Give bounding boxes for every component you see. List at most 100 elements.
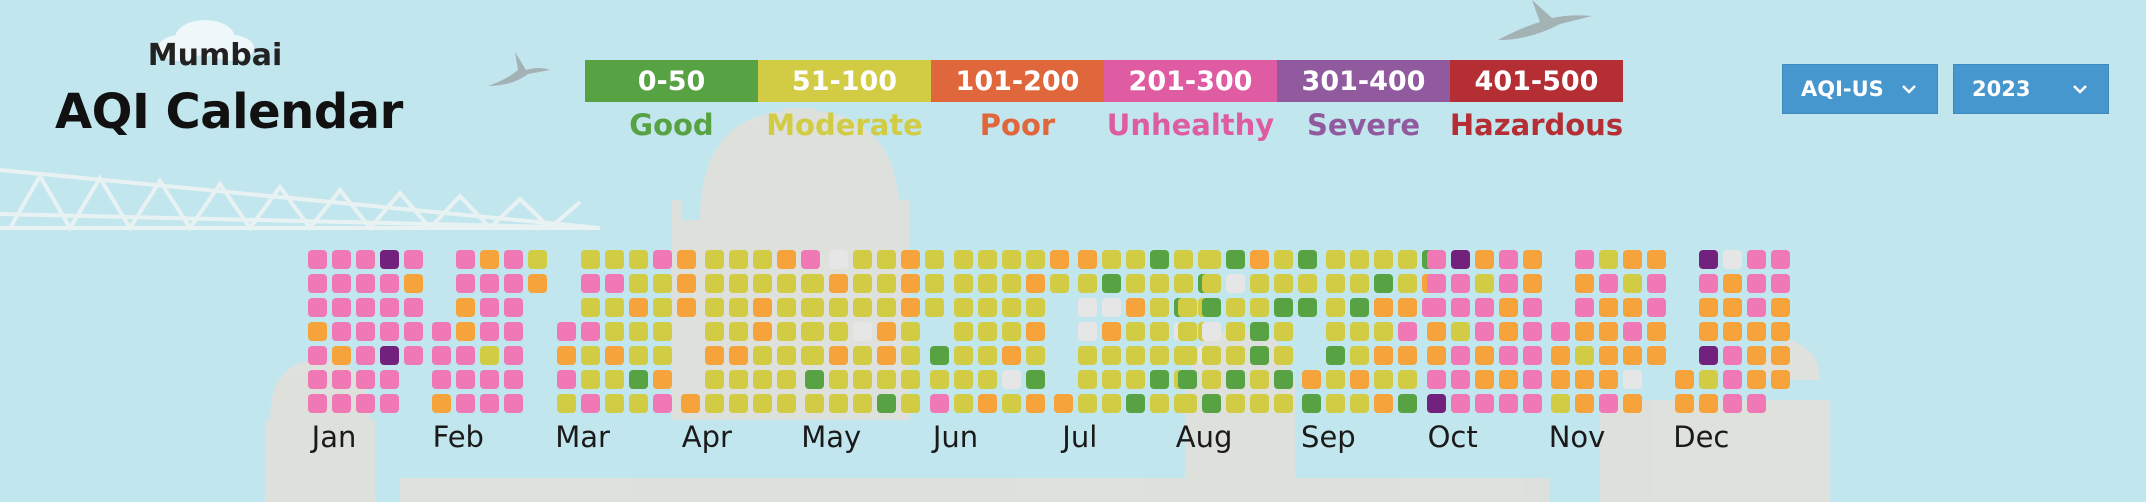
day-cell[interactable] [580, 370, 600, 389]
day-cell[interactable] [1623, 322, 1642, 341]
day-cell[interactable] [877, 250, 897, 269]
day-cell[interactable] [1077, 250, 1097, 269]
day-cell[interactable] [901, 370, 921, 389]
day-cell[interactable] [356, 394, 375, 413]
day-cell[interactable] [1326, 346, 1346, 365]
day-cell[interactable] [432, 346, 452, 365]
day-cell[interactable] [752, 250, 772, 269]
day-cell[interactable] [628, 250, 648, 269]
day-cell[interactable] [776, 370, 796, 389]
day-cell[interactable] [977, 346, 997, 365]
day-cell[interactable] [752, 322, 772, 341]
day-cell[interactable] [1450, 274, 1470, 293]
day-cell[interactable] [1302, 370, 1322, 389]
day-cell[interactable] [1149, 250, 1169, 269]
day-cell[interactable] [829, 322, 849, 341]
day-cell[interactable] [1647, 346, 1666, 365]
day-cell[interactable] [1522, 250, 1542, 269]
day-cell[interactable] [1250, 298, 1270, 317]
day-cell[interactable] [929, 370, 949, 389]
day-cell[interactable] [580, 394, 600, 413]
day-cell[interactable] [805, 370, 825, 389]
day-cell[interactable] [1771, 346, 1791, 365]
day-cell[interactable] [853, 394, 873, 413]
day-cell[interactable] [1723, 274, 1743, 293]
day-cell[interactable] [1498, 346, 1518, 365]
day-cell[interactable] [356, 274, 375, 293]
day-cell[interactable] [1025, 250, 1045, 269]
day-cell[interactable] [1426, 298, 1446, 317]
day-cell[interactable] [580, 298, 600, 317]
day-cell[interactable] [901, 298, 921, 317]
day-cell[interactable] [1250, 250, 1270, 269]
day-cell[interactable] [1077, 370, 1097, 389]
day-cell[interactable] [829, 274, 849, 293]
day-cell[interactable] [1522, 322, 1542, 341]
day-cell[interactable] [1250, 274, 1270, 293]
day-cell[interactable] [356, 298, 375, 317]
day-cell[interactable] [556, 370, 576, 389]
day-cell[interactable] [1723, 298, 1743, 317]
day-cell[interactable] [1374, 250, 1394, 269]
day-cell[interactable] [1623, 274, 1642, 293]
day-cell[interactable] [456, 298, 476, 317]
day-cell[interactable] [1125, 370, 1145, 389]
day-cell[interactable] [1202, 298, 1222, 317]
day-cell[interactable] [752, 370, 772, 389]
day-cell[interactable] [1398, 346, 1418, 365]
day-cell[interactable] [404, 250, 423, 269]
day-cell[interactable] [432, 322, 452, 341]
day-cell[interactable] [1149, 370, 1169, 389]
day-cell[interactable] [1647, 298, 1666, 317]
day-cell[interactable] [1522, 298, 1542, 317]
day-cell[interactable] [604, 250, 624, 269]
day-cell[interactable] [1623, 250, 1642, 269]
day-cell[interactable] [1474, 298, 1494, 317]
day-cell[interactable] [805, 274, 825, 293]
day-cell[interactable] [404, 298, 423, 317]
day-cell[interactable] [1178, 370, 1198, 389]
day-cell[interactable] [901, 394, 921, 413]
day-cell[interactable] [1149, 394, 1169, 413]
day-cell[interactable] [1125, 394, 1145, 413]
day-cell[interactable] [1398, 394, 1418, 413]
day-cell[interactable] [1202, 370, 1222, 389]
day-cell[interactable] [877, 298, 897, 317]
day-cell[interactable] [652, 346, 672, 365]
day-cell[interactable] [308, 298, 327, 317]
day-cell[interactable] [676, 250, 696, 269]
day-cell[interactable] [853, 298, 873, 317]
day-cell[interactable] [829, 250, 849, 269]
day-cell[interactable] [953, 298, 973, 317]
day-cell[interactable] [604, 322, 624, 341]
day-cell[interactable] [1001, 298, 1021, 317]
day-cell[interactable] [1226, 274, 1246, 293]
day-cell[interactable] [1498, 250, 1518, 269]
day-cell[interactable] [1125, 298, 1145, 317]
day-cell[interactable] [1202, 322, 1222, 341]
day-cell[interactable] [308, 322, 327, 341]
day-cell[interactable] [1101, 250, 1121, 269]
day-cell[interactable] [1226, 394, 1246, 413]
day-cell[interactable] [1274, 322, 1294, 341]
day-cell[interactable] [1025, 274, 1045, 293]
day-cell[interactable] [1398, 370, 1418, 389]
day-cell[interactable] [776, 394, 796, 413]
day-cell[interactable] [953, 274, 973, 293]
day-cell[interactable] [1450, 298, 1470, 317]
day-cell[interactable] [1350, 394, 1370, 413]
day-cell[interactable] [1723, 394, 1743, 413]
day-cell[interactable] [1426, 394, 1446, 413]
day-cell[interactable] [1226, 250, 1246, 269]
day-cell[interactable] [728, 298, 748, 317]
day-cell[interactable] [1450, 250, 1470, 269]
day-cell[interactable] [652, 370, 672, 389]
day-cell[interactable] [380, 322, 399, 341]
day-cell[interactable] [356, 250, 375, 269]
day-cell[interactable] [480, 274, 500, 293]
day-cell[interactable] [1125, 346, 1145, 365]
day-cell[interactable] [456, 346, 476, 365]
day-cell[interactable] [1522, 274, 1542, 293]
day-cell[interactable] [1474, 394, 1494, 413]
day-cell[interactable] [628, 346, 648, 365]
